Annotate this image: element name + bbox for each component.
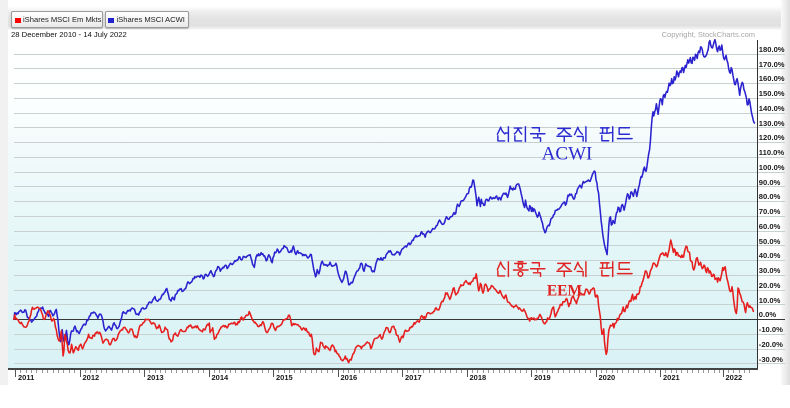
svg-text:ACWI: ACWI xyxy=(542,144,593,165)
svg-text:EEM: EEM xyxy=(547,283,583,300)
